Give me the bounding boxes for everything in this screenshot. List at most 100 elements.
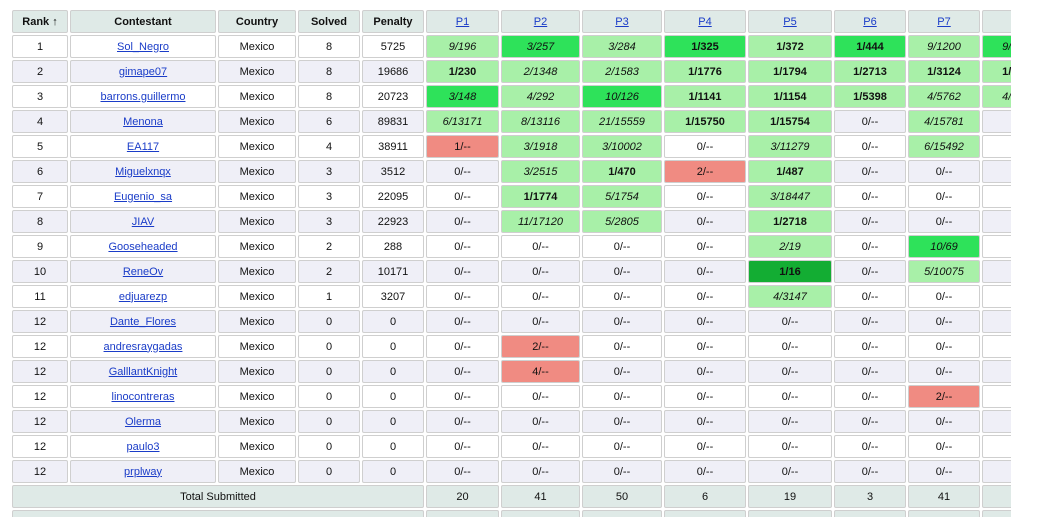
- problem-cell-p1: 0/--: [426, 310, 499, 333]
- country-cell: Mexico: [218, 260, 296, 283]
- contestant-link[interactable]: ReneOv: [122, 265, 164, 278]
- problem-cell-p3: 10/126: [582, 85, 662, 108]
- problem-cell-p5: 4/3147: [748, 285, 832, 308]
- contestant-link[interactable]: Eugenio_sa: [113, 190, 173, 203]
- problem-cell-p7: 0/--: [908, 460, 980, 483]
- contestant-cell: ReneOv: [70, 260, 216, 283]
- contestant-link[interactable]: Olerma: [124, 415, 162, 428]
- problem-cell-p1: 1/230: [426, 60, 499, 83]
- problem-cell-p5: 0/--: [748, 410, 832, 433]
- problem-cell-p2: 3/2515: [501, 160, 580, 183]
- penalty-cell: 22923: [362, 210, 424, 233]
- penalty-cell: 20723: [362, 85, 424, 108]
- penalty-cell: 0: [362, 310, 424, 333]
- contestant-link[interactable]: Sol_Negro: [117, 40, 169, 53]
- problem-cell-p4: 0/--: [664, 435, 746, 458]
- problem-link-p5[interactable]: P5: [783, 15, 797, 28]
- problem-cell-p5: 3/11279: [748, 135, 832, 158]
- penalty-header: Penalty: [362, 10, 424, 33]
- contestant-link[interactable]: Miguelxnqx: [115, 165, 171, 178]
- table-row: 7 Eugenio_sa Mexico 3 22095 0/-- 1/1774 5/1754 0…: [12, 185, 1011, 208]
- problem-cell-p8: 0/--: [982, 235, 1011, 258]
- problem-link-p1[interactable]: P1: [455, 15, 470, 28]
- contestant-link[interactable]: Dante_Flores: [109, 315, 177, 328]
- contestant-cell: Gooseheaded: [70, 235, 216, 258]
- rank-cell: 12: [12, 360, 68, 383]
- table-row: 12 paulo3 Mexico 0 0 0/-- 0/-- 0/-- 0/-- 0/-- 0/--…: [12, 435, 1011, 458]
- rank-cell: 7: [12, 185, 68, 208]
- problem-cell-p2: 0/--: [501, 310, 580, 333]
- problem-cell-p7: 0/--: [908, 285, 980, 308]
- problem-cell-p7: 9/1200: [908, 35, 980, 58]
- table-row: 5 EA117 Mexico 4 38911 1/-- 3/1918 3/10002 0/-- 3…: [12, 135, 1011, 158]
- problem-cell-p1: 0/--: [426, 460, 499, 483]
- problem-cell-p8: 4/6302: [982, 85, 1011, 108]
- problem-cell-p5: 1/1794: [748, 60, 832, 83]
- country-cell: Mexico: [218, 435, 296, 458]
- contestant-cell: prplway: [70, 460, 216, 483]
- contestant-link[interactable]: GalllantKnight: [108, 365, 178, 378]
- problem-link-p7[interactable]: P7: [937, 15, 951, 28]
- problem-link-p4[interactable]: P4: [698, 15, 712, 28]
- solved-cell: 0: [298, 385, 360, 408]
- problem-cell-p7: 4/5762: [908, 85, 980, 108]
- contestant-cell: linocontreras: [70, 385, 216, 408]
- solved-cell: 8: [298, 60, 360, 83]
- contestant-link[interactable]: linocontreras: [111, 390, 175, 403]
- country-cell: Mexico: [218, 285, 296, 308]
- penalty-cell: 19686: [362, 60, 424, 83]
- header-row: Rank ↑ Contestant Country Solved Penalty…: [12, 10, 1011, 33]
- contestant-link[interactable]: andresraygadas: [103, 340, 183, 353]
- country-cell: Mexico: [218, 385, 296, 408]
- contestant-link[interactable]: edjuarezp: [118, 290, 168, 303]
- problem-cell-p7: 10/69: [908, 235, 980, 258]
- total-p1: 20: [426, 485, 499, 508]
- footer-stub-cell: [834, 510, 906, 517]
- rank-header[interactable]: Rank ↑: [12, 10, 68, 33]
- problem-cell-p8: 0/--: [982, 335, 1011, 358]
- penalty-cell: 3512: [362, 160, 424, 183]
- contestant-link[interactable]: barrons.guillermo: [100, 90, 186, 103]
- problem-cell-p5: 1/15754: [748, 110, 832, 133]
- country-cell: Mexico: [218, 85, 296, 108]
- problem-cell-p8: 1/7078: [982, 60, 1011, 83]
- problem-cell-p4: 1/1141: [664, 85, 746, 108]
- contestant-link[interactable]: Gooseheaded: [108, 240, 178, 253]
- problem-cell-p1: 0/--: [426, 410, 499, 433]
- solved-cell: 8: [298, 35, 360, 58]
- solved-header: Solved: [298, 10, 360, 33]
- problem-cell-p2: 0/--: [501, 435, 580, 458]
- problem-link-p2[interactable]: P2: [533, 15, 548, 28]
- problem-cell-p5: 3/18447: [748, 185, 832, 208]
- problem-cell-p3: 0/--: [582, 360, 662, 383]
- problem-cell-p6: 0/--: [834, 210, 906, 233]
- problem-cell-p3: 3/284: [582, 35, 662, 58]
- problem-cell-p5: 0/--: [748, 460, 832, 483]
- country-cell: Mexico: [218, 235, 296, 258]
- problem-cell-p2: 2/1348: [501, 60, 580, 83]
- contestant-link[interactable]: Menona: [123, 115, 163, 128]
- contestant-link[interactable]: JIAV: [131, 215, 155, 228]
- problem-cell-p2: 0/--: [501, 410, 580, 433]
- problem-cell-p2: 0/--: [501, 460, 580, 483]
- footer-stub-cell: [12, 510, 424, 517]
- problem-cell-p3: 0/--: [582, 335, 662, 358]
- scoreboard-container: Rank ↑ Contestant Country Solved Penalty…: [12, 10, 1011, 517]
- solved-cell: 0: [298, 410, 360, 433]
- contestant-cell: Olerma: [70, 410, 216, 433]
- contestant-link[interactable]: prplway: [124, 465, 162, 478]
- total-submitted-label: Total Submitted: [12, 485, 424, 508]
- problem-cell-p4: 0/--: [664, 335, 746, 358]
- table-row: 10 ReneOv Mexico 2 10171 0/-- 0/-- 0/-- 0/-- 1/16…: [12, 260, 1011, 283]
- contestant-link[interactable]: EA117: [126, 140, 160, 153]
- problem-cell-p2: 4/292: [501, 85, 580, 108]
- problem-link-p3[interactable]: P3: [615, 15, 629, 28]
- problem-link-p6[interactable]: P6: [863, 15, 877, 28]
- contestant-link[interactable]: gimape07: [118, 65, 168, 78]
- problem-cell-p1: 0/--: [426, 360, 499, 383]
- country-cell: Mexico: [218, 135, 296, 158]
- problem-cell-p7: 0/--: [908, 185, 980, 208]
- problem-cell-p7: 0/--: [908, 310, 980, 333]
- contestant-link[interactable]: paulo3: [126, 440, 160, 453]
- table-row: 12 andresraygadas Mexico 0 0 0/-- 2/-- 0/-- 0/--…: [12, 335, 1011, 358]
